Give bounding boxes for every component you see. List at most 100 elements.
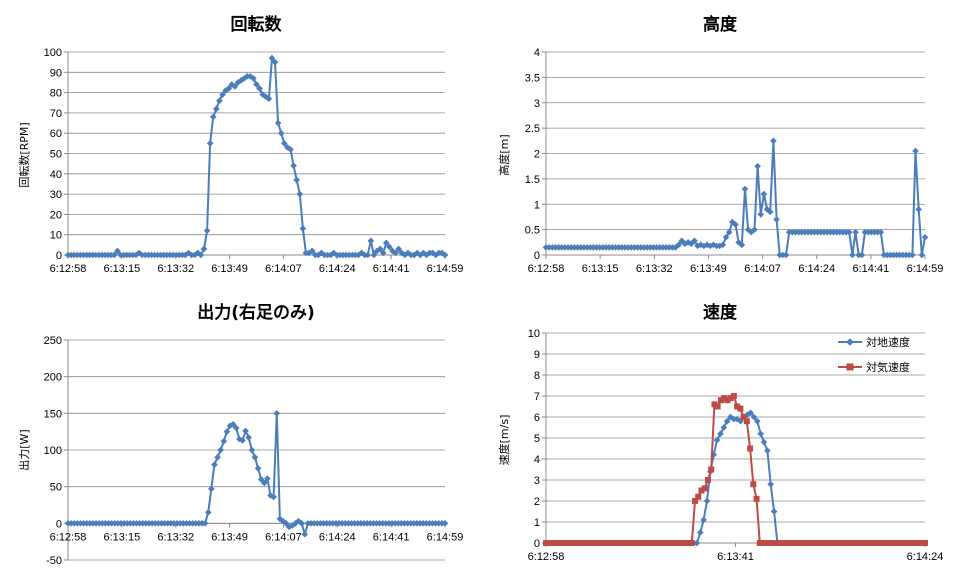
data-point [696,529,704,536]
y-tick-label: 150 [44,408,62,420]
y-tick-label: 8 [534,370,540,382]
data-point [763,206,771,213]
data-point [666,540,673,546]
y-tick-label: 60 [50,128,62,140]
data-point [543,540,549,546]
data-point [692,498,699,504]
data-point [772,540,779,546]
data-point [213,105,220,113]
data-point [285,523,293,531]
data-point [824,540,831,546]
x-tick-label: 6:13:32 [157,263,194,275]
x-tick-label: 6:14:59 [427,263,464,275]
y-tick-label: 3 [534,475,540,487]
data-point [886,540,893,546]
data-point [254,465,262,472]
data-point [811,540,818,546]
data-point [685,540,692,546]
data-point [734,403,741,410]
data-point [672,244,679,251]
data-point [853,540,860,546]
data-point [182,251,189,259]
data-point [681,240,689,248]
y-tick-label: 40 [50,169,62,181]
data-point [636,540,643,546]
data-point [909,540,916,546]
data-point [572,540,579,546]
data-point [552,540,559,546]
data-point [277,129,285,137]
data-point [921,233,929,241]
x-tick-label: 6:14:24 [798,263,835,275]
data-point [229,421,237,428]
data-point [866,540,873,546]
data-point [282,520,290,527]
data-point [760,190,768,198]
series-line [546,411,925,544]
series-line [546,139,926,256]
y-tick-label: 10 [528,328,540,340]
data-point [896,540,903,546]
x-tick-label: 6:13:49 [211,531,248,543]
data-point [770,508,778,515]
data-point [598,540,605,546]
data-point [695,493,702,500]
y-tick-label: 2 [534,496,540,508]
data-point [779,540,786,546]
data-point [688,540,695,546]
data-point [711,401,718,408]
data-point [327,251,334,259]
data-point [640,540,647,546]
data-point [264,475,271,482]
data-point [373,247,381,255]
data-point [714,403,721,410]
data-point [262,93,270,100]
data-point [735,239,742,246]
data-point [236,435,243,443]
data-point [416,251,424,259]
data-point [805,540,812,546]
data-point [802,540,809,546]
data-point [604,540,611,546]
data-point [614,540,621,546]
data-point [250,75,257,82]
y-tick-label: 4 [534,454,540,466]
data-point [591,540,598,546]
data-point [873,540,880,546]
data-point [611,540,618,546]
data-point [672,540,679,546]
data-point [662,540,669,546]
data-point [251,454,259,461]
data-point [607,540,614,546]
y-tick-label: 0 [534,250,540,262]
data-point [717,397,724,404]
data-point [741,185,749,193]
x-tick-label: 6:14:59 [427,531,464,543]
data-point [200,245,208,253]
data-point [601,540,608,546]
y-tick-label: 80 [50,88,62,100]
data-point [546,540,553,546]
data-point [776,540,783,546]
data-point [209,113,217,121]
data-point [562,540,569,546]
data-point [716,242,724,250]
data-point [750,481,757,488]
data-point [253,81,260,88]
data-point [740,414,747,420]
data-point [732,221,739,228]
data-point [747,409,754,417]
data-point [565,540,572,546]
chart-title: 出力(右足のみ) [197,302,315,323]
legend-label: 対地速度 [866,335,910,349]
y-tick-label: 0 [56,518,62,530]
data-point [659,540,666,546]
data-point [260,479,268,487]
data-point [287,146,294,153]
y-axis-label: 回転数[RPM] [18,122,31,187]
data-point [769,540,776,546]
chart-title: 回転数 [231,14,283,35]
data-point [703,497,711,505]
data-point [581,540,588,546]
